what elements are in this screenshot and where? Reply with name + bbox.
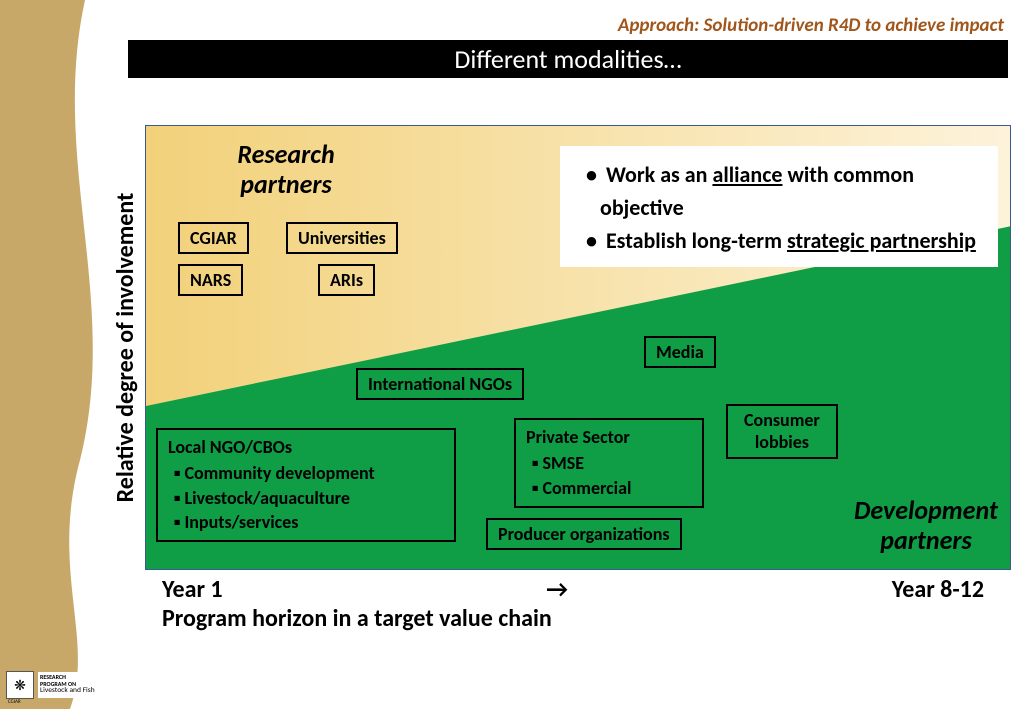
local-ngo-title: Local NGO/CBOs: [168, 435, 444, 459]
x-axis-year-end: Year 8-12: [892, 575, 1012, 604]
cgiar-logo: ❋ RESEARCH PROGRAM ON Livestock and Fish…: [6, 667, 136, 703]
box-private-sector: Private Sector SMSECommercial: [514, 418, 704, 508]
local-ngo-item: Community development: [174, 461, 444, 485]
left-swoosh-decoration: [0, 0, 120, 709]
box-consumer-lobbies: Consumer lobbies: [726, 404, 838, 459]
box-intl-ngos: International NGOs: [356, 368, 524, 400]
box-local-ngo: Local NGO/CBOs Community developmentLive…: [156, 428, 456, 542]
box-aris: ARIs: [318, 264, 375, 296]
box-nars: NARS: [178, 264, 243, 296]
y-axis-label: Relative degree of involvement: [111, 125, 140, 570]
box-media: Media: [644, 336, 716, 368]
box-cgiar: CGIAR: [178, 222, 249, 254]
box-producer-orgs: Producer organizations: [486, 518, 682, 550]
development-partners-heading: Development partners: [826, 496, 1011, 556]
private-sector-title: Private Sector: [526, 425, 692, 449]
slide-title: Different modalities…: [128, 40, 1008, 78]
strategy-bullets: Work as an alliance with common objectiv…: [560, 146, 998, 267]
bullet-alliance: Work as an alliance with common objectiv…: [586, 158, 984, 224]
private-sector-item: Commercial: [532, 476, 692, 500]
x-axis-arrow-icon: →: [223, 575, 892, 604]
research-partners-heading: Research partners: [186, 140, 386, 200]
local-ngo-item: Livestock/aquaculture: [174, 486, 444, 510]
x-axis: Year 1 → Year 8-12 Program horizon in a …: [162, 575, 1012, 633]
bullet-strategic-partnership: Establish long-term strategic partnershi…: [586, 224, 984, 257]
local-ngo-item: Inputs/services: [174, 510, 444, 534]
approach-subtitle: Approach: Solution-driven R4D to achieve…: [0, 14, 1004, 37]
cgiar-logo-icon: ❋: [6, 671, 34, 699]
private-sector-item: SMSE: [532, 451, 692, 475]
x-axis-label: Program horizon in a target value chain: [162, 604, 1012, 633]
chart-area: Research partners CGIAR Universities NAR…: [145, 125, 1011, 570]
box-universities: Universities: [286, 222, 398, 254]
x-axis-year-start: Year 1: [162, 575, 223, 604]
